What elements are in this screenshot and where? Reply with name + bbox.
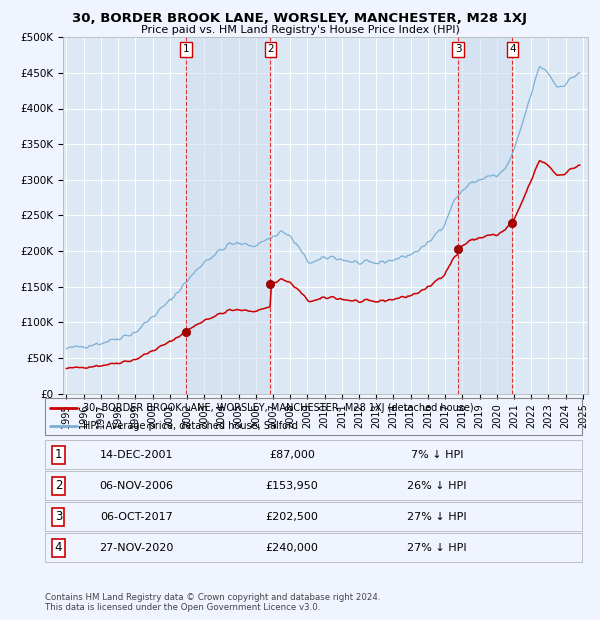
- Text: 14-DEC-2001: 14-DEC-2001: [100, 450, 173, 460]
- Text: 27% ↓ HPI: 27% ↓ HPI: [407, 542, 467, 553]
- Text: 26% ↓ HPI: 26% ↓ HPI: [407, 480, 467, 491]
- Text: 06-OCT-2017: 06-OCT-2017: [100, 512, 173, 522]
- Text: 27-NOV-2020: 27-NOV-2020: [99, 542, 173, 553]
- Text: 3: 3: [455, 44, 461, 55]
- Text: 27% ↓ HPI: 27% ↓ HPI: [407, 512, 467, 522]
- Text: 4: 4: [509, 44, 516, 55]
- Text: £240,000: £240,000: [266, 542, 319, 553]
- Text: Contains HM Land Registry data © Crown copyright and database right 2024.
This d: Contains HM Land Registry data © Crown c…: [45, 593, 380, 612]
- Text: Price paid vs. HM Land Registry's House Price Index (HPI): Price paid vs. HM Land Registry's House …: [140, 25, 460, 35]
- Bar: [458, 37, 512, 394]
- Text: 30, BORDER BROOK LANE, WORSLEY, MANCHESTER, M28 1XJ: 30, BORDER BROOK LANE, WORSLEY, MANCHEST…: [73, 12, 527, 25]
- Text: HPI: Average price, detached house, Salford: HPI: Average price, detached house, Salf…: [83, 421, 298, 431]
- Text: 2: 2: [55, 479, 62, 492]
- Text: 7% ↓ HPI: 7% ↓ HPI: [411, 450, 463, 460]
- Text: 3: 3: [55, 510, 62, 523]
- Text: 30, BORDER BROOK LANE, WORSLEY, MANCHESTER, M28 1XJ (detached house): 30, BORDER BROOK LANE, WORSLEY, MANCHEST…: [83, 404, 473, 414]
- Text: 4: 4: [55, 541, 62, 554]
- Text: 1: 1: [183, 44, 190, 55]
- Text: 2: 2: [267, 44, 274, 55]
- Text: £153,950: £153,950: [266, 480, 319, 491]
- Text: 1: 1: [55, 448, 62, 461]
- Text: £87,000: £87,000: [269, 450, 315, 460]
- Text: £202,500: £202,500: [266, 512, 319, 522]
- Bar: [186, 37, 271, 394]
- Text: 06-NOV-2006: 06-NOV-2006: [99, 480, 173, 491]
